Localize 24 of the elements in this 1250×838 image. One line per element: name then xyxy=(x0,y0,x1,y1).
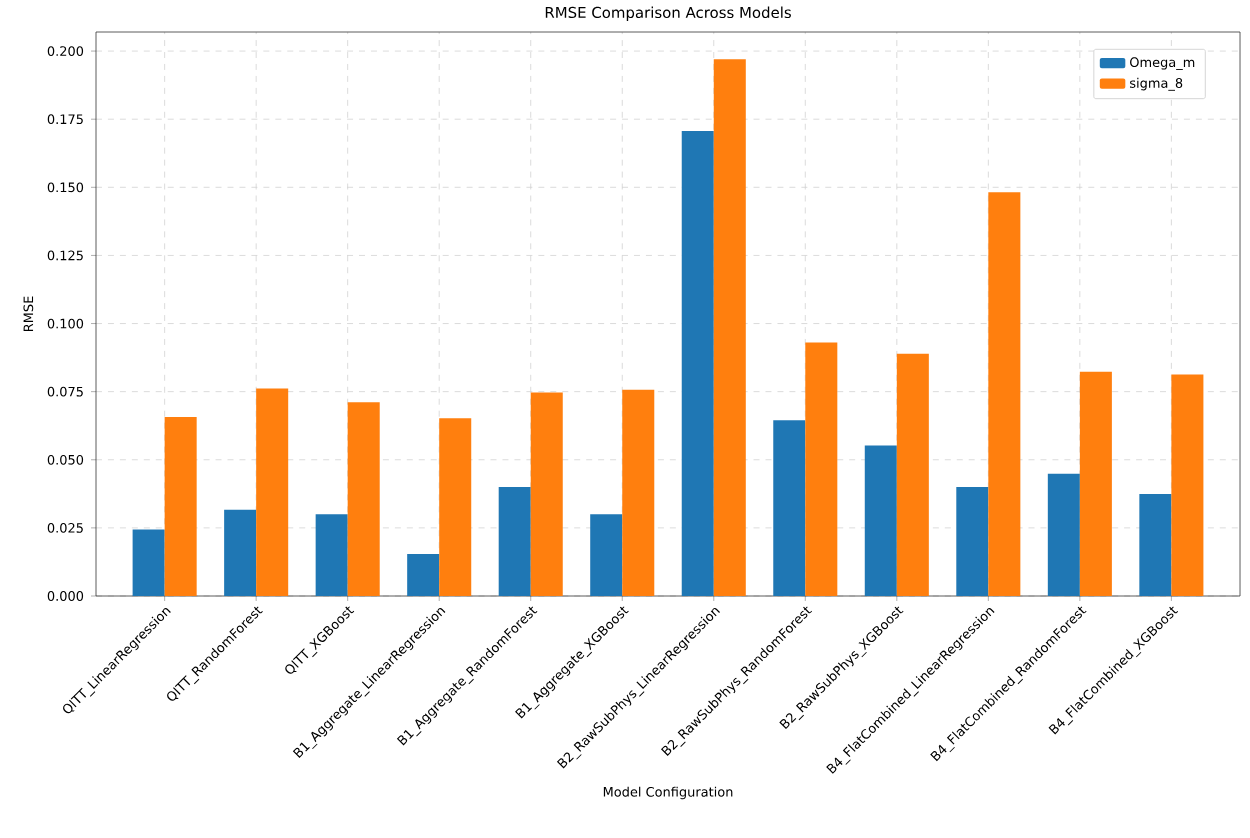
bar xyxy=(1047,473,1080,596)
bar xyxy=(773,420,806,596)
bar xyxy=(439,418,472,596)
bar xyxy=(590,514,623,596)
bar xyxy=(224,509,257,596)
bar xyxy=(956,487,989,596)
bar xyxy=(1139,494,1172,596)
bar xyxy=(315,514,348,596)
bar xyxy=(713,59,746,596)
bar xyxy=(164,416,197,596)
bar xyxy=(1079,371,1112,596)
bar xyxy=(1171,374,1204,596)
bar xyxy=(407,554,440,596)
bar xyxy=(498,487,531,596)
bar xyxy=(622,389,655,596)
bar xyxy=(256,388,289,596)
bar xyxy=(805,342,838,596)
bar xyxy=(530,392,563,596)
bar xyxy=(681,130,714,596)
bar xyxy=(347,402,380,596)
bar xyxy=(896,353,929,596)
bar xyxy=(864,445,897,596)
bar xyxy=(988,192,1021,596)
bar xyxy=(132,529,165,596)
